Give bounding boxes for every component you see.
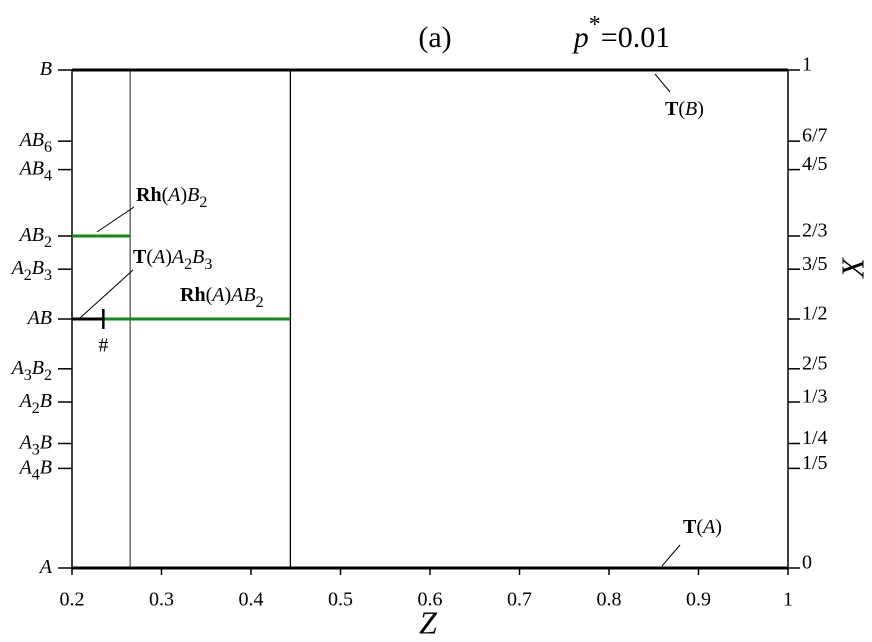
x-tick-label: 0.5 bbox=[328, 589, 353, 611]
y-tick-label-right: 1/2 bbox=[802, 303, 828, 325]
y-axis-label: X bbox=[834, 257, 870, 280]
line-label: Rh(A)AB2 bbox=[180, 284, 264, 311]
x-tick-label: 0.9 bbox=[686, 589, 711, 611]
y-tick-label-right: 1/3 bbox=[802, 386, 828, 408]
y-tick-label-left: A3B bbox=[18, 431, 52, 458]
x-axis-label: Z bbox=[419, 604, 438, 640]
leader-line bbox=[79, 269, 134, 319]
line-label: T(B) bbox=[665, 98, 704, 120]
y-tick-label-left: AB6 bbox=[18, 129, 52, 156]
leader-line bbox=[654, 73, 671, 93]
leader-line bbox=[96, 206, 135, 233]
y-tick-label-left: AB4 bbox=[18, 157, 52, 184]
x-tick-label: 0.4 bbox=[239, 589, 264, 611]
y-tick-label-right: 0 bbox=[802, 552, 812, 574]
y-tick-label-right: 1/5 bbox=[802, 452, 828, 474]
x-tick-label: 0.8 bbox=[597, 589, 622, 611]
y-tick-label-right: 3/5 bbox=[802, 253, 828, 275]
y-tick-label-right: 1/4 bbox=[802, 427, 828, 449]
x-tick-label: 0.3 bbox=[149, 589, 174, 611]
y-tick-label-left: AB bbox=[26, 307, 52, 329]
chart-subtitle: p*=0.01 bbox=[572, 12, 670, 54]
y-tick-label-right: 4/5 bbox=[802, 153, 828, 175]
y-tick-label-left: AB2 bbox=[18, 224, 52, 251]
y-tick-label-left: A4B bbox=[18, 456, 52, 483]
x-tick-label: 1 bbox=[783, 589, 793, 611]
y-tick-label-right: 6/7 bbox=[802, 125, 828, 147]
x-tick-label: 0.2 bbox=[60, 589, 85, 611]
line-label: T(A)A2B3 bbox=[133, 246, 212, 273]
x-tick-label: 0.7 bbox=[507, 589, 532, 611]
x-tick-label: 0.6 bbox=[418, 589, 443, 611]
leader-line bbox=[661, 544, 681, 567]
line-label: T(A) bbox=[683, 516, 722, 538]
y-tick-label-right: 2/3 bbox=[802, 220, 828, 242]
line-label: Rh(A)B2 bbox=[136, 184, 207, 211]
y-tick-label-left: A2B3 bbox=[10, 257, 52, 284]
y-tick-label-left: B bbox=[40, 58, 52, 80]
y-tick-label-right: 2/5 bbox=[802, 352, 828, 374]
y-tick-label-left: A2B bbox=[18, 390, 52, 417]
y-tick-label-right: 1 bbox=[802, 54, 812, 76]
y-tick-label-left: A3B2 bbox=[10, 356, 52, 383]
chart-title: (a) bbox=[418, 21, 451, 54]
annotation: # bbox=[98, 335, 108, 357]
y-tick-label-left: A bbox=[38, 556, 53, 578]
